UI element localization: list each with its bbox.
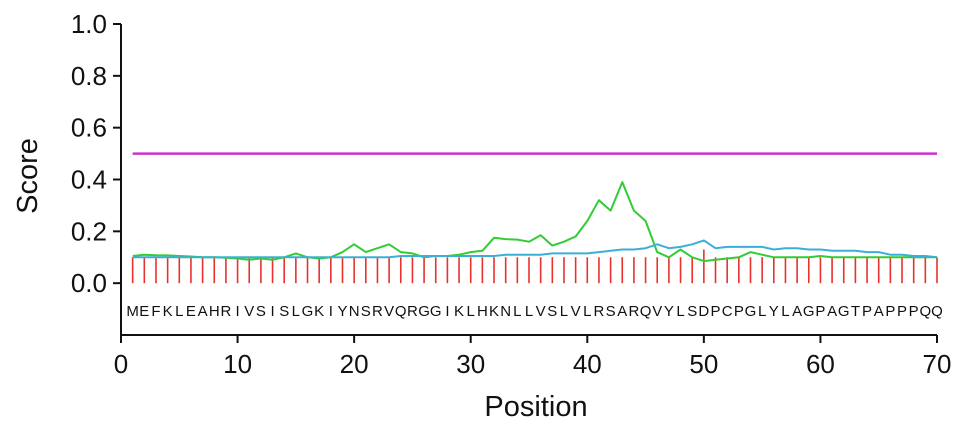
sequence-letter: L: [676, 303, 684, 320]
sequence-letter: G: [430, 303, 442, 320]
sequence-letter: K: [314, 303, 324, 320]
sequence-letter: P: [862, 303, 872, 320]
sequence-letter: L: [525, 303, 533, 320]
sequence-letter: R: [594, 303, 605, 320]
sequence-letter: H: [209, 303, 220, 320]
sequence-letter: R: [220, 303, 231, 320]
sequence-letter: R: [407, 303, 418, 320]
sequence-letter: L: [758, 303, 766, 320]
x-tick-label: 70: [923, 349, 952, 379]
sequence-letter: L: [513, 303, 521, 320]
sequence-letter: P: [815, 303, 825, 320]
sequence-letter: E: [186, 303, 196, 320]
sequence-letter: V: [384, 303, 394, 320]
series-line-2: [132, 239, 938, 259]
sequence-letter: V: [571, 303, 581, 320]
sequence-letter: V: [652, 303, 662, 320]
series-layer: [132, 181, 938, 263]
sequence-letter: N: [500, 303, 511, 320]
sequence-letter: V: [536, 303, 546, 320]
sequence-letter: G: [302, 303, 314, 320]
series-line-1: [132, 181, 937, 263]
sequence-letter: L: [292, 303, 300, 320]
x-tick-label: 60: [806, 349, 835, 379]
sequence-letter: S: [279, 303, 289, 320]
y-tick-label: 0.8: [71, 61, 107, 91]
sequence-letter: V: [244, 303, 254, 320]
x-tick-label: 30: [456, 349, 485, 379]
sequence-letter: G: [838, 303, 850, 320]
sequence-letter: Q: [640, 303, 652, 320]
sequence-letter: Y: [664, 303, 674, 320]
sequence-letter: P: [711, 303, 721, 320]
x-axis-title: Position: [484, 391, 587, 423]
axes-layer: 0.0 0.2 0.4 0.6 0.8 1.0 0 10 20 30 40 50 60 70: [71, 9, 952, 379]
x-tick-label: 40: [573, 349, 602, 379]
y-tick-label: 0.2: [71, 216, 107, 246]
y-axis-title: Score: [12, 138, 44, 214]
sequence-letter: Y: [337, 303, 347, 320]
sequence-letter: A: [198, 303, 208, 320]
sequence-letter: A: [827, 303, 837, 320]
sequence-letter: L: [175, 303, 183, 320]
sequence-letter: Q: [931, 303, 943, 320]
sequence-letter: R: [628, 303, 639, 320]
sequence-letter: D: [698, 303, 709, 320]
y-tick-label: 1.0: [71, 9, 107, 39]
sequence-letter: S: [256, 303, 266, 320]
sequence-letter: I: [329, 303, 333, 320]
x-tick-label: 0: [114, 349, 128, 379]
sequence-letter: L: [560, 303, 568, 320]
sequence-letter: P: [909, 303, 919, 320]
x-tick-label: 10: [223, 349, 252, 379]
sequence-letter: R: [372, 303, 383, 320]
sequence-letter: S: [687, 303, 697, 320]
sequence-letter: L: [583, 303, 591, 320]
sequence-letter: N: [349, 303, 360, 320]
sequence-letter: A: [874, 303, 884, 320]
sequence-letter: S: [547, 303, 557, 320]
sequence-letter: A: [617, 303, 627, 320]
sequence-letter: G: [418, 303, 430, 320]
sequence-letter: P: [897, 303, 907, 320]
sequence-letter: E: [139, 303, 149, 320]
sequence-letter: M: [126, 303, 139, 320]
sequence-letter: A: [792, 303, 802, 320]
sequence-letter: I: [235, 303, 239, 320]
sequence-letter: G: [803, 303, 815, 320]
sequence-letter: K: [489, 303, 499, 320]
x-tick-label: 50: [689, 349, 718, 379]
sequence-letter: C: [722, 303, 733, 320]
sequence-letter: K: [454, 303, 464, 320]
sequence-letter: Y: [769, 303, 779, 320]
sequence-letter: F: [151, 303, 160, 320]
sequence-letter: K: [163, 303, 173, 320]
sequence-letter: G: [745, 303, 757, 320]
sequence-letter: Q: [920, 303, 932, 320]
sequence-letter: L: [467, 303, 475, 320]
sequence-letter: L: [781, 303, 789, 320]
y-tick-label: 0.0: [71, 268, 107, 298]
sequence-letter: P: [734, 303, 744, 320]
sequence-letter: H: [477, 303, 488, 320]
y-tick-label: 0.6: [71, 113, 107, 143]
x-tick-label: 20: [340, 349, 369, 379]
sequence-letter: I: [270, 303, 274, 320]
sequence-letter: I: [445, 303, 449, 320]
y-tick-label: 0.4: [71, 165, 107, 195]
sequence-letter: Q: [395, 303, 407, 320]
sequence-letter: T: [851, 303, 860, 320]
bars-layer: [131, 249, 938, 284]
sequence-letter: S: [361, 303, 371, 320]
sequence-letter: S: [606, 303, 616, 320]
sequence-letter: P: [885, 303, 895, 320]
